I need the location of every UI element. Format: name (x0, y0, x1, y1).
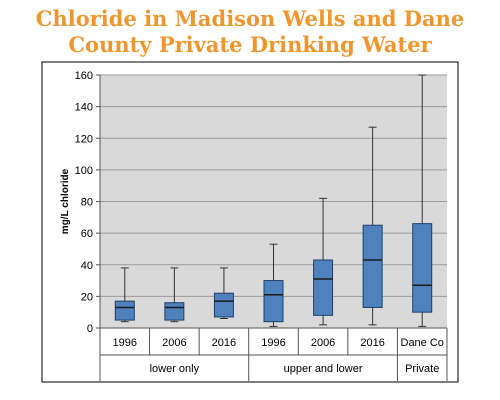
box-iqr (263, 280, 284, 323)
y-axis-label: mg/L chloride (60, 168, 71, 234)
box-iqr (313, 259, 334, 316)
y-tick-label: 0 (87, 323, 93, 335)
y-tick-label: 140 (75, 102, 93, 114)
x-category-label: 2016 (360, 337, 384, 349)
box-iqr (412, 223, 433, 313)
y-tick-label: 120 (75, 133, 93, 145)
y-tick-label: 100 (75, 165, 93, 177)
x-group-label: Private (405, 363, 439, 375)
y-tick-label: 40 (81, 260, 93, 272)
y-tick-label: 20 (81, 291, 93, 303)
x-group-label: lower only (150, 363, 200, 375)
box-iqr (213, 292, 234, 318)
chart-title: Chloride in Madison Wells and Dane Count… (0, 6, 500, 58)
box-iqr (362, 224, 383, 308)
x-category-label: 2006 (311, 337, 335, 349)
y-tick-label: 80 (81, 197, 93, 209)
chart-title-line-1: Chloride in Madison Wells and Dane (35, 6, 465, 31)
x-category-label: Dane Co (401, 337, 444, 349)
x-group-label: upper and lower (284, 363, 363, 375)
x-category-label: 2006 (162, 337, 186, 349)
x-category-label: 1996 (261, 337, 285, 349)
y-tick-label: 160 (75, 70, 93, 82)
y-tick-label: 60 (81, 228, 93, 240)
x-category-label: 2016 (212, 337, 236, 349)
box-iqr (164, 302, 185, 321)
chart-title-line-2: County Private Drinking Water (68, 32, 432, 57)
box-iqr (114, 300, 135, 321)
x-category-label: 1996 (113, 337, 137, 349)
